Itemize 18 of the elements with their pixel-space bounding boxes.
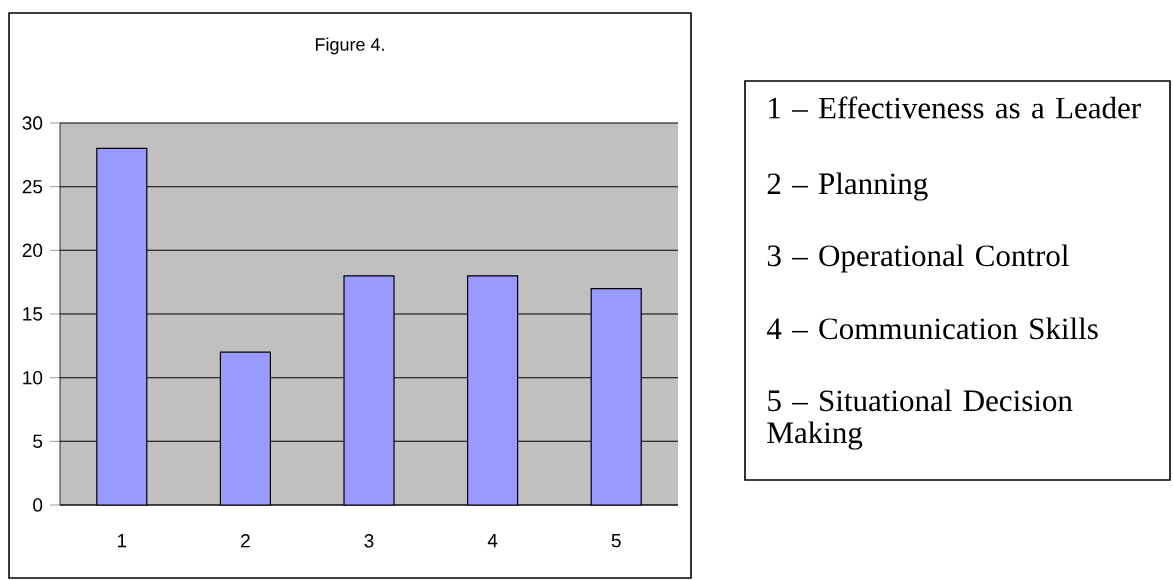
y-tick-label: 15 <box>23 307 43 321</box>
text: 5 – Situational Decision Making <box>767 389 1073 450</box>
y-tick-label: 10 <box>23 370 43 385</box>
x-tick-label: 2 <box>241 534 250 548</box>
text: 2 – Planning <box>767 172 928 201</box>
text: 1 – Effectiveness as a Leader <box>769 96 1141 119</box>
chart-title: Figure 4. <box>315 37 384 55</box>
y-tick-label: 5 <box>33 434 43 448</box>
x-tick-label: 3 <box>364 534 374 548</box>
y-tick-label: 20 <box>22 243 43 258</box>
y-tick-label: 0 <box>33 498 43 512</box>
x-tick-label: 4 <box>487 534 498 548</box>
y-tick-label: 30 <box>22 116 43 130</box>
x-tick-label: 1 <box>117 534 127 548</box>
y-tick-label: 25 <box>22 179 43 194</box>
x-tick-label: 5 <box>611 534 621 548</box>
text: 3 – Operational Control <box>767 244 1069 273</box>
text: 4 – Communication Skills <box>767 317 1098 340</box>
